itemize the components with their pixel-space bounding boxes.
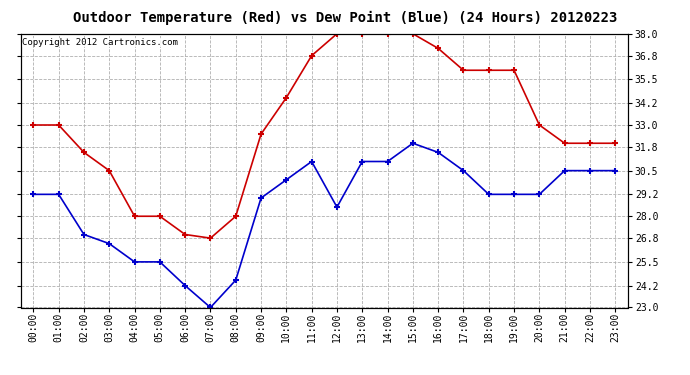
- Text: Outdoor Temperature (Red) vs Dew Point (Blue) (24 Hours) 20120223: Outdoor Temperature (Red) vs Dew Point (…: [73, 11, 617, 26]
- Text: Copyright 2012 Cartronics.com: Copyright 2012 Cartronics.com: [22, 38, 178, 47]
